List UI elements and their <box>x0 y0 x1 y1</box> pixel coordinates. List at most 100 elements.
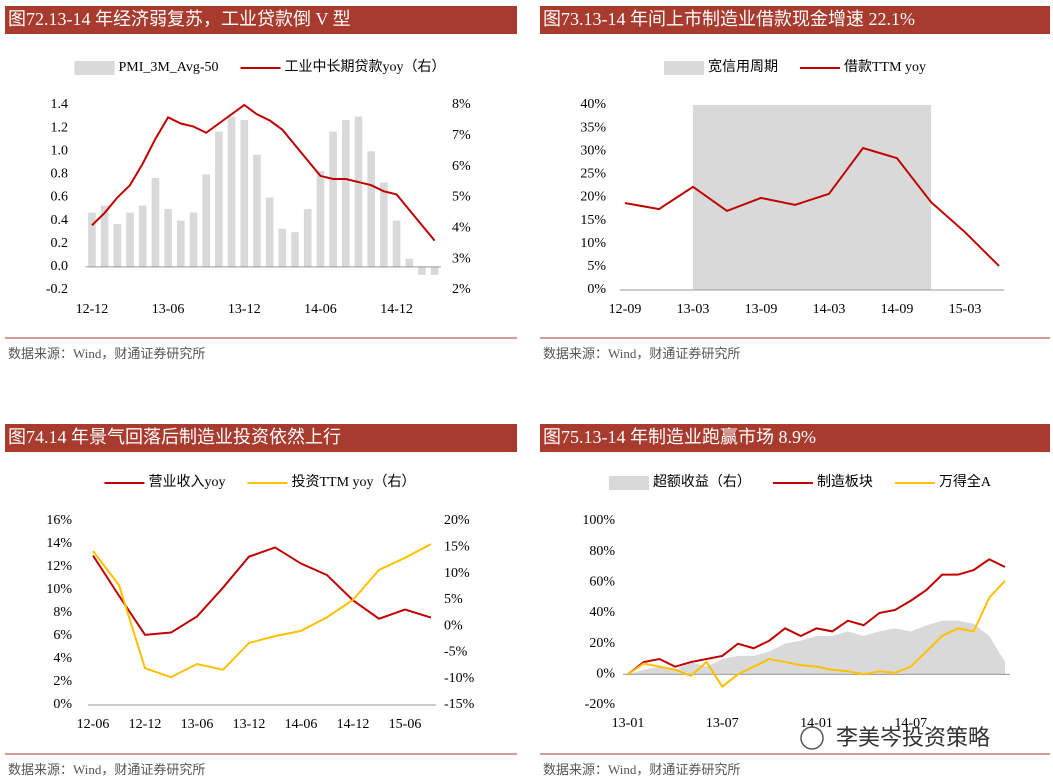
x-tick-label: 13-12 <box>233 717 266 732</box>
bar <box>126 212 134 267</box>
x-tick-label: 15-06 <box>389 717 422 732</box>
y-tick-label: 0.4 <box>51 213 69 228</box>
title-bar <box>5 6 517 34</box>
legend-swatch <box>74 61 115 75</box>
legend: 超额收益（右） 制造板块 万得全A <box>608 473 992 490</box>
y2-tick-label: -10% <box>444 671 475 686</box>
y-tick-label: 12% <box>46 559 72 574</box>
source-note: 数据来源：Wind，财通证券研究所 <box>8 762 205 777</box>
y-tick-label: 40% <box>589 605 615 620</box>
y2-tick-label: 4% <box>452 221 471 236</box>
y-tick-label: 30% <box>580 143 606 158</box>
y-tick-label: 10% <box>580 236 606 251</box>
bar <box>354 116 363 267</box>
legend-label: 超额收益（右） <box>653 474 751 490</box>
title-bar <box>5 424 517 452</box>
y2-tick-label: 8% <box>452 97 471 112</box>
x-tick-label: 13-06 <box>181 717 214 732</box>
bar <box>341 120 350 267</box>
y-tick-label: 2% <box>53 674 72 689</box>
bar <box>151 177 160 267</box>
bar <box>405 258 414 267</box>
y-tick-label: 1.4 <box>51 97 69 112</box>
line <box>627 558 1006 676</box>
watermark-icon <box>800 726 824 750</box>
bar <box>215 131 223 267</box>
x-tick-label: 12-12 <box>129 717 162 732</box>
y2-tick-label: 5% <box>452 190 471 205</box>
legend-swatch <box>663 61 704 75</box>
bar <box>202 174 210 267</box>
y-tick-label: 20% <box>589 636 615 651</box>
x-tick-label: 14-09 <box>881 302 914 317</box>
legend-label: 工业中长期贷款yoy（右） <box>285 59 446 75</box>
bar <box>113 224 122 267</box>
y-tick-label: 8% <box>53 605 72 620</box>
chart-title: 图72.13-14 年经济弱复苏，工业贷款倒 V 型 <box>8 9 351 29</box>
bar <box>392 220 401 267</box>
legend: PMI_3M_Avg-50 工业中长期贷款yoy（右） <box>74 59 446 75</box>
bar <box>303 209 312 267</box>
legend-swatch <box>608 476 649 490</box>
bar <box>380 182 388 267</box>
bar <box>176 220 185 267</box>
y-tick-label: 100% <box>582 513 615 528</box>
bar <box>265 197 274 267</box>
legend-label: 营业收入yoy <box>148 474 225 490</box>
area <box>628 620 1005 675</box>
y-tick-label: 35% <box>580 120 606 135</box>
y-tick-label: 25% <box>580 167 606 182</box>
y-tick-label: 80% <box>589 544 615 559</box>
legend-label: 制造板块 <box>817 474 873 490</box>
y-tick-label: 20% <box>580 190 606 205</box>
y2-tick-label: 15% <box>444 540 470 555</box>
y2-tick-label: 2% <box>452 282 471 297</box>
x-tick-label: 12-12 <box>76 302 109 317</box>
x-tick-label: 14-12 <box>337 717 370 732</box>
x-tick-label: 13-09 <box>745 302 778 317</box>
y-tick-label: 1.0 <box>51 143 69 158</box>
bar <box>227 116 236 267</box>
x-tick-label: 13-12 <box>228 302 261 317</box>
legend-label: 投资TTM yoy（右） <box>291 474 415 490</box>
y2-tick-label: 5% <box>444 592 463 607</box>
y-tick-label: 10% <box>46 582 72 597</box>
bar <box>278 228 287 267</box>
bar <box>240 120 249 267</box>
legend-label: 宽信用周期 <box>708 58 778 75</box>
bar <box>253 154 261 267</box>
bar <box>88 212 96 267</box>
title-bar <box>540 6 1050 34</box>
y-tick-label: -0.2 <box>46 282 68 297</box>
line <box>624 146 1000 267</box>
y-tick-label: 60% <box>589 575 615 590</box>
x-tick-label: 13-01 <box>612 716 645 731</box>
chart-title: 图73.13-14 年间上市制造业借款现金增速 22.1% <box>543 9 915 29</box>
x-tick-label: 14-06 <box>285 717 318 732</box>
y-tick-label: 6% <box>53 628 72 643</box>
bar <box>430 266 439 275</box>
y-tick-label: 5% <box>587 259 606 274</box>
x-tick-label: 14-03 <box>813 302 846 317</box>
y-tick-label: 40% <box>580 97 606 112</box>
y2-tick-label: 20% <box>444 513 470 528</box>
chart-title: 图74.14 年景气回落后制造业投资依然上行 <box>8 427 341 447</box>
legend-label: 借款TTM yoy <box>844 59 926 75</box>
y-tick-label: 4% <box>53 651 72 666</box>
bar <box>316 170 325 267</box>
line <box>92 546 432 636</box>
x-tick-label: 14-01 <box>800 716 833 731</box>
y2-tick-label: -5% <box>444 645 468 660</box>
bar <box>164 209 172 267</box>
watermark-text: 李美岑投资策略 <box>836 726 990 751</box>
x-tick-label: 13-07 <box>706 716 739 731</box>
x-tick-label: 14-07 <box>894 716 927 731</box>
y2-tick-label: 6% <box>452 159 471 174</box>
x-tick-label: 15-03 <box>949 302 982 317</box>
source-note: 数据来源：Wind，财通证券研究所 <box>8 346 205 361</box>
bar <box>138 205 147 267</box>
y-tick-label: 15% <box>580 213 606 228</box>
x-tick-label: 13-03 <box>677 302 710 317</box>
y2-tick-label: -15% <box>444 697 475 712</box>
